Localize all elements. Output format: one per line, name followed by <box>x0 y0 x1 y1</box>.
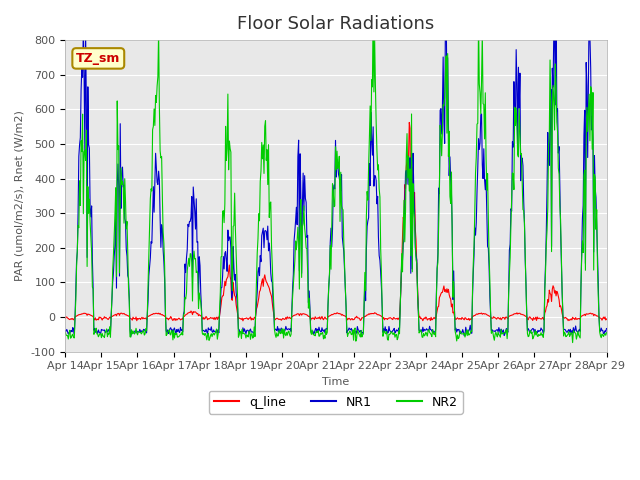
NR2 <box>369 8 377 13</box>
q_line <box>61 315 69 321</box>
NR1 <box>403 168 410 173</box>
NR2 <box>61 330 69 336</box>
NR2 <box>569 340 577 346</box>
Legend: q_line, NR1, NR2: q_line, NR1, NR2 <box>209 391 463 414</box>
q_line <box>127 316 134 322</box>
NR2 <box>211 332 218 338</box>
NR2 <box>71 313 79 319</box>
q_line <box>603 316 611 322</box>
q_line <box>239 318 247 324</box>
q_line <box>403 165 410 170</box>
q_line <box>419 318 427 324</box>
Y-axis label: PAR (umol/m2/s), Rnet (W/m2): PAR (umol/m2/s), Rnet (W/m2) <box>15 110 25 281</box>
Line: q_line: q_line <box>65 122 607 321</box>
q_line <box>71 314 79 320</box>
Line: NR1: NR1 <box>65 0 607 336</box>
NR2 <box>418 334 426 340</box>
NR1 <box>127 330 135 336</box>
q_line <box>211 315 218 321</box>
NR1 <box>71 313 79 319</box>
NR1 <box>182 255 190 261</box>
Line: NR2: NR2 <box>65 11 607 343</box>
NR2 <box>603 330 611 336</box>
NR1 <box>603 325 611 331</box>
NR2 <box>403 155 410 160</box>
NR1 <box>418 329 426 335</box>
NR1 <box>127 334 134 339</box>
Text: TZ_sm: TZ_sm <box>76 52 120 65</box>
NR2 <box>182 296 189 302</box>
NR2 <box>127 334 134 340</box>
NR1 <box>211 329 219 335</box>
NR1 <box>61 328 69 334</box>
X-axis label: Time: Time <box>323 377 349 387</box>
Title: Floor Solar Radiations: Floor Solar Radiations <box>237 15 435 33</box>
q_line <box>182 312 189 318</box>
q_line <box>406 120 413 125</box>
